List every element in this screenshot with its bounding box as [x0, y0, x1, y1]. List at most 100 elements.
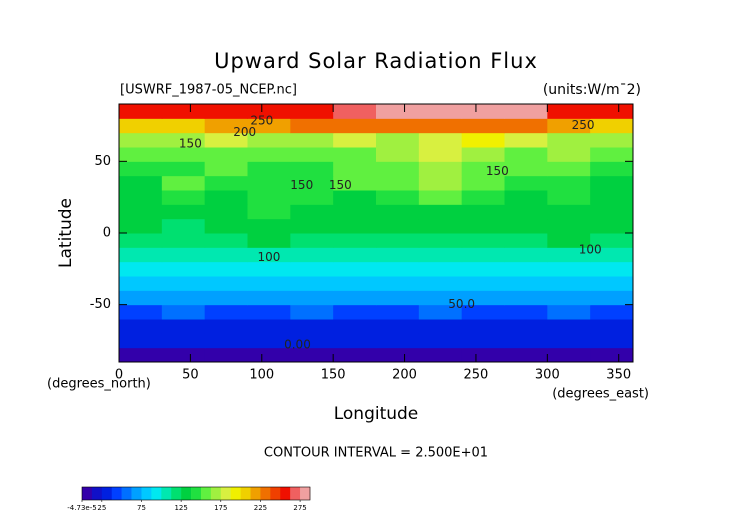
cell: [290, 204, 334, 220]
cell: [119, 304, 163, 320]
cell: [418, 304, 463, 320]
x-tick-label: 0: [115, 368, 123, 383]
colorbar-swatch: [131, 487, 142, 500]
cell: [119, 104, 163, 119]
cell: [290, 175, 334, 191]
cell: [376, 276, 420, 291]
cell: [204, 290, 248, 306]
colorbar-tick-label: 225: [254, 504, 267, 512]
file-label: [USWRF_1987-05_NCEP.nc]: [120, 83, 297, 98]
cell: [247, 319, 291, 334]
cell: [204, 261, 248, 277]
colorbar-swatch: [171, 487, 182, 500]
cell: [333, 261, 377, 277]
colorbar-swatch: [161, 487, 172, 500]
colorbar-swatch: [240, 487, 251, 500]
cell: [161, 132, 206, 148]
cell: [547, 204, 591, 220]
y-tick-label: -50: [90, 297, 111, 312]
cell: [461, 190, 505, 205]
cell: [119, 147, 163, 162]
cell: [547, 247, 591, 263]
cell: [504, 347, 548, 363]
colorbar-swatch: [290, 487, 301, 500]
cell: [376, 104, 420, 119]
cell: [418, 118, 463, 134]
cell: [119, 204, 163, 220]
cell: [590, 233, 634, 248]
cell: [247, 132, 291, 148]
contour-label: 250: [572, 118, 595, 132]
cell: [461, 261, 505, 277]
x-tick-label: 350: [606, 368, 631, 383]
cell: [247, 276, 291, 291]
cell: [119, 319, 163, 334]
cell: [290, 247, 334, 263]
cell: [290, 218, 334, 234]
units-label: (units:W/m¯2): [543, 82, 641, 98]
cell: [204, 319, 248, 334]
contour-label: 150: [290, 178, 313, 192]
cell: [461, 304, 505, 320]
cell: [376, 233, 420, 248]
cell: [547, 132, 591, 148]
cell: [290, 276, 334, 291]
cell: [119, 218, 163, 234]
cell: [504, 276, 548, 291]
cell: [247, 304, 291, 320]
cell: [504, 161, 548, 177]
cell: [333, 104, 377, 119]
cell: [119, 333, 163, 349]
cell: [547, 347, 591, 363]
cell: [204, 118, 248, 134]
cell: [333, 347, 377, 363]
cell: [119, 233, 163, 248]
cell: [204, 304, 248, 320]
colorbar-swatch: [260, 487, 271, 500]
colorbar-swatch: [82, 487, 93, 500]
chart-title: Upward Solar Radiation Flux: [214, 49, 538, 73]
contour-label: 150: [179, 137, 202, 151]
y-unit-label: (degrees_north): [47, 377, 151, 392]
cell: [119, 190, 163, 205]
cell: [418, 290, 463, 306]
y-tick-label: 0: [103, 226, 111, 241]
cell: [418, 161, 463, 177]
cell: [461, 161, 505, 177]
cell: [376, 290, 420, 306]
cell: [247, 204, 291, 220]
cell: [376, 175, 420, 191]
cell: [504, 247, 548, 263]
cell: [333, 161, 377, 177]
cell: [161, 304, 206, 320]
cell: [590, 161, 634, 177]
cell: [161, 247, 206, 263]
cell: [204, 247, 248, 263]
cell: [161, 204, 206, 220]
cell: [504, 319, 548, 334]
cell: [161, 261, 206, 277]
cell: [204, 218, 248, 234]
cell: [119, 276, 163, 291]
cell: [333, 333, 377, 349]
cell: [290, 319, 334, 334]
cell: [590, 319, 634, 334]
x-axis-label: Longitude: [334, 404, 419, 424]
cell: [504, 304, 548, 320]
cell: [161, 233, 206, 248]
colorbar-swatch: [280, 487, 291, 500]
cell: [547, 104, 591, 119]
cell: [161, 147, 206, 162]
colorbar-swatch: [151, 487, 162, 500]
cell: [547, 147, 591, 162]
cell: [418, 104, 463, 119]
cell: [333, 204, 377, 220]
cell: [504, 104, 548, 119]
cell: [247, 233, 291, 248]
cell: [247, 147, 291, 162]
cell: [590, 190, 634, 205]
cell: [204, 190, 248, 205]
colorbar-swatch: [300, 487, 311, 500]
cell: [204, 276, 248, 291]
cell: [547, 319, 591, 334]
